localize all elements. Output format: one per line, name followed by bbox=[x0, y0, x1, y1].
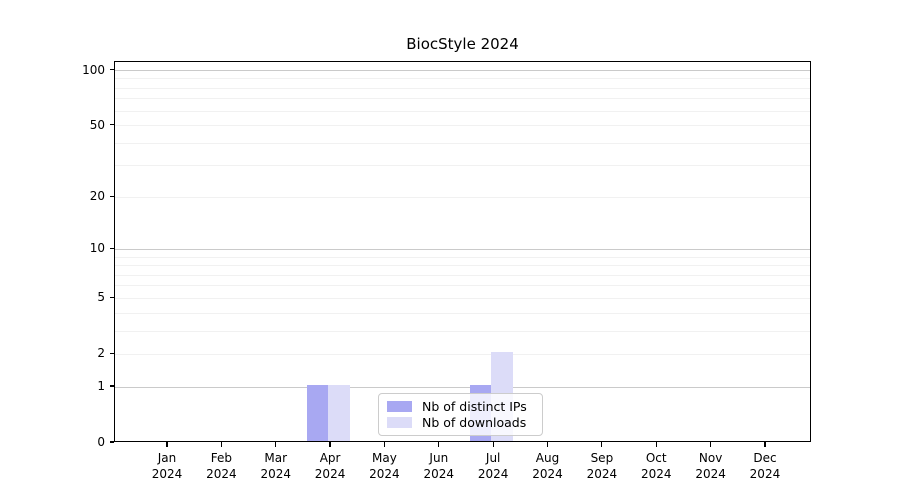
x-tick-label: Aug 2024 bbox=[532, 451, 563, 481]
y-tick-mark bbox=[109, 296, 114, 298]
y-tick-label: 1 bbox=[97, 379, 105, 394]
x-tick-mark bbox=[438, 442, 440, 447]
x-tick-label: Oct 2024 bbox=[640, 451, 672, 481]
x-tick-label: Dec 2024 bbox=[749, 451, 781, 481]
y-tick-label: 0 bbox=[97, 435, 105, 449]
minor-gridline bbox=[115, 78, 810, 80]
x-tick-label: Jan 2024 bbox=[151, 451, 183, 481]
x-tick-label: Sep 2024 bbox=[586, 451, 618, 481]
bar-downloads bbox=[328, 385, 350, 441]
x-tick-mark bbox=[492, 442, 494, 447]
major-gridline bbox=[115, 248, 810, 250]
minor-gridline bbox=[115, 285, 810, 287]
minor-gridline bbox=[115, 297, 810, 299]
x-tick-mark bbox=[764, 442, 766, 447]
y-tick-mark bbox=[109, 441, 114, 443]
minor-gridline bbox=[115, 353, 810, 355]
x-tick-mark bbox=[275, 442, 277, 447]
chart-title: BiocStyle 2024 bbox=[406, 35, 519, 53]
minor-gridline bbox=[115, 110, 810, 112]
x-tick-label: Jul 2024 bbox=[477, 451, 509, 481]
x-tick-mark bbox=[166, 442, 168, 447]
minor-gridline bbox=[115, 330, 810, 332]
legend-label: Nb of distinct IPs bbox=[422, 399, 527, 414]
major-gridline bbox=[115, 386, 810, 388]
x-tick-label: Nov 2024 bbox=[695, 451, 726, 481]
legend-swatch bbox=[387, 401, 412, 412]
x-tick-label: Jun 2024 bbox=[423, 451, 455, 481]
y-tick-mark bbox=[109, 124, 114, 126]
bar-distinct-ips bbox=[306, 385, 329, 441]
minor-gridline bbox=[115, 196, 810, 198]
x-tick-mark bbox=[329, 442, 331, 447]
x-tick-mark bbox=[601, 442, 603, 447]
y-tick-mark bbox=[109, 247, 114, 250]
x-tick-mark bbox=[220, 442, 222, 447]
minor-gridline bbox=[115, 265, 810, 267]
x-tick-mark bbox=[655, 442, 657, 447]
y-tick-label: 100 bbox=[82, 62, 105, 77]
minor-gridline bbox=[115, 125, 810, 127]
x-tick-mark bbox=[710, 442, 712, 447]
minor-gridline bbox=[115, 312, 810, 314]
minor-gridline bbox=[115, 98, 810, 100]
y-tick-label: 50 bbox=[89, 117, 105, 132]
legend-swatch bbox=[387, 417, 412, 428]
x-tick-label: Mar 2024 bbox=[260, 451, 291, 481]
legend-item-distinct-ips: Nb of distinct IPs bbox=[387, 400, 534, 413]
y-tick-mark bbox=[109, 195, 114, 197]
y-tick-mark bbox=[109, 352, 114, 354]
legend-label: Nb of downloads bbox=[422, 415, 527, 430]
plot-area bbox=[114, 61, 811, 442]
y-tick-mark bbox=[109, 385, 114, 387]
minor-gridline bbox=[115, 256, 810, 258]
minor-gridline bbox=[115, 142, 810, 144]
x-tick-label: Feb 2024 bbox=[206, 451, 237, 481]
y-tick-label: 2 bbox=[97, 346, 105, 361]
y-tick-label: 5 bbox=[97, 290, 105, 305]
legend-item-downloads: Nb of downloads bbox=[387, 416, 534, 429]
major-gridline bbox=[115, 70, 810, 71]
y-tick-label: 20 bbox=[89, 189, 105, 204]
x-tick-label: May 2024 bbox=[369, 451, 400, 481]
minor-gridline bbox=[115, 87, 810, 89]
y-tick-mark bbox=[109, 68, 114, 71]
x-tick-mark bbox=[383, 442, 386, 447]
x-tick-mark bbox=[546, 442, 549, 447]
legend: Nb of distinct IPs Nb of downloads bbox=[378, 393, 543, 436]
minor-gridline bbox=[115, 165, 810, 167]
x-tick-label: Apr 2024 bbox=[314, 451, 346, 481]
y-tick-label: 10 bbox=[89, 241, 105, 256]
minor-gridline bbox=[115, 274, 810, 276]
